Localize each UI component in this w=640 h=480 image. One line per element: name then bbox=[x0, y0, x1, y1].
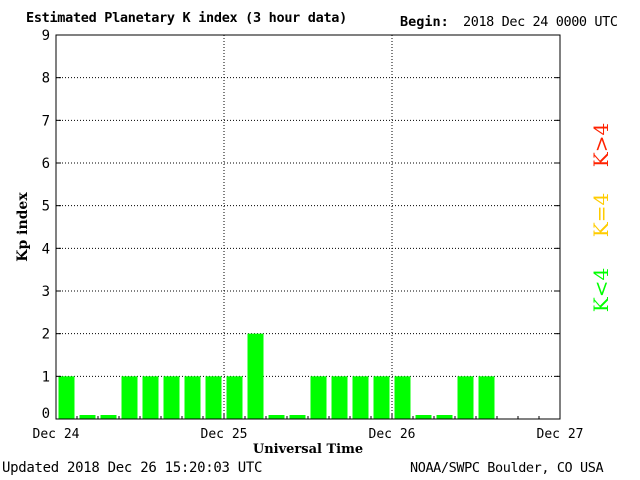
kp-bar bbox=[142, 376, 159, 419]
kp-bar bbox=[163, 376, 180, 419]
updated-timestamp: Updated 2018 Dec 26 15:20:03 UTC bbox=[2, 460, 263, 476]
y-tick-label: 5 bbox=[42, 199, 50, 215]
kp-bar bbox=[58, 376, 75, 419]
kp-bar bbox=[268, 415, 285, 419]
kp-bar bbox=[478, 376, 495, 419]
y-tick-label: 9 bbox=[42, 28, 50, 44]
source-credit: NOAA/SWPC Boulder, CO USA bbox=[410, 460, 604, 476]
kp-bar bbox=[331, 376, 348, 419]
x-axis: Dec 24 Dec 25 Dec 26 Dec 27 bbox=[33, 413, 584, 442]
y-tick-label: 4 bbox=[42, 241, 50, 257]
y-axis: 0 1 2 3 4 5 6 7 8 9 bbox=[42, 28, 560, 422]
kp-bar bbox=[79, 415, 96, 419]
y-tick-label: 2 bbox=[42, 327, 50, 343]
y-axis-label: Kp index bbox=[15, 192, 31, 262]
kp-bar bbox=[436, 415, 453, 419]
y-tick-label: 7 bbox=[42, 113, 50, 129]
x-tick-label: Dec 26 bbox=[369, 427, 416, 442]
x-tick-label: Dec 24 bbox=[33, 427, 80, 442]
kp-bar bbox=[415, 415, 432, 419]
kp-bar bbox=[100, 415, 117, 419]
legend: K<4 K=4 K>4 bbox=[589, 123, 613, 312]
chart-title: Estimated Planetary K index (3 hour data… bbox=[26, 10, 347, 26]
kp-bar bbox=[247, 333, 264, 419]
y-tick-label: 8 bbox=[42, 71, 50, 87]
x-tick-label: Dec 27 bbox=[537, 427, 584, 442]
x-tick-label: Dec 25 bbox=[201, 427, 248, 442]
legend-item: K>4 bbox=[589, 123, 613, 167]
kp-bar bbox=[205, 376, 222, 419]
kp-bar bbox=[226, 376, 243, 419]
y-tick-label: 0 bbox=[42, 406, 50, 422]
x-axis-label: Universal Time bbox=[253, 442, 363, 457]
y-tick-label: 1 bbox=[42, 369, 50, 385]
plot-frame bbox=[55, 34, 561, 420]
kp-bar bbox=[289, 415, 306, 419]
kp-bar bbox=[394, 376, 411, 419]
legend-item: K<4 bbox=[589, 268, 613, 312]
legend-item: K=4 bbox=[589, 193, 613, 237]
begin-label: Begin: bbox=[400, 14, 449, 30]
kp-bar bbox=[184, 376, 201, 419]
y-tick-label: 3 bbox=[42, 284, 50, 300]
kp-bar bbox=[352, 376, 369, 419]
kp-bar bbox=[373, 376, 390, 419]
begin-value: 2018 Dec 24 0000 UTC bbox=[463, 14, 618, 30]
y-tick-label: 6 bbox=[42, 156, 50, 172]
kp-bar bbox=[310, 376, 327, 419]
grid-lines bbox=[56, 34, 560, 419]
kp-bar bbox=[121, 376, 138, 419]
bars bbox=[58, 333, 495, 419]
kp-bar bbox=[457, 376, 474, 419]
